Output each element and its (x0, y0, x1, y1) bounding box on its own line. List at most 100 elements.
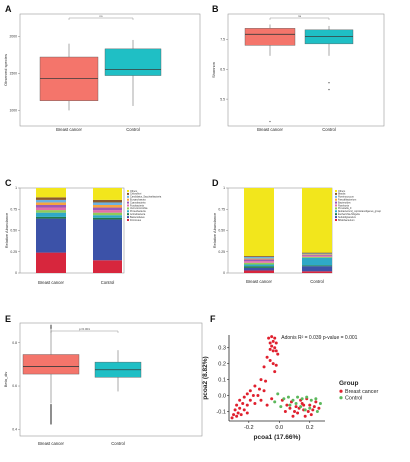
scatter-point (248, 398, 252, 402)
bar-segment (36, 202, 66, 205)
y-tick-label: 0.25 (10, 250, 17, 254)
category-label: Breast cancer (56, 127, 82, 132)
bar-segment (93, 202, 122, 205)
legend-marker (339, 396, 343, 400)
iqr-box (304, 29, 354, 45)
legend-label: Bacteroidetes (130, 216, 145, 219)
legend-swatch (127, 192, 129, 195)
scatter-point (291, 398, 295, 402)
panel-e: E 0.4 0.6 0.8 Beta_div Breast cancer Control p<… (3, 314, 203, 446)
legend-label: Actinobacteria (130, 213, 146, 216)
category-label: Breast cancer (257, 127, 283, 132)
panel-label: B (212, 4, 219, 14)
bar-segment (36, 199, 66, 203)
scatter-point (308, 406, 312, 410)
scatter-point (239, 413, 243, 417)
scatter-point (262, 389, 266, 393)
legend-swatch (127, 190, 129, 192)
scatter-point (248, 389, 252, 393)
y-tick-label: 1500 (9, 72, 17, 76)
legend-label: Bifidobacterium (338, 219, 354, 222)
legend-label: Blautia (338, 193, 346, 196)
legend-swatch (127, 195, 129, 198)
legend-swatch (127, 204, 129, 207)
outlier-point (50, 327, 52, 329)
bar-segment (302, 256, 332, 258)
y-tick-label: 0.1 (218, 378, 226, 384)
legend-label: Others (130, 190, 138, 193)
panel-label: F (210, 314, 216, 324)
scatter-point (273, 400, 277, 404)
legend-swatch (335, 201, 337, 204)
bar-segment (302, 255, 332, 256)
bar-segment (244, 258, 274, 260)
scatter-point (312, 405, 316, 409)
adonis-annotation: Adonis R² = 0.039 p-value = 0.001 (281, 335, 357, 341)
scatter-point (296, 411, 300, 415)
legend: OthersBlautiaRuminococcusFaecalibacteriu… (335, 190, 382, 222)
y-tick-label: 5.5 (220, 97, 225, 101)
y-tick-label: -0.1 (216, 409, 226, 415)
bar-segment (93, 215, 122, 218)
scatter-point (279, 405, 283, 409)
scatter-point (242, 395, 246, 399)
scatter-point (271, 349, 275, 353)
y-axis-label: Relative Abundance (4, 212, 9, 248)
scatter-point (271, 339, 275, 343)
scatter-point (242, 408, 246, 412)
panel-b: B 5.5 6.5 7.5 Shannon Breast cancer Control ns (211, 4, 385, 132)
y-tick-label: 0.8 (12, 341, 17, 345)
legend-swatch (335, 198, 337, 201)
iqr-box (104, 48, 162, 76)
scatter-point (253, 401, 257, 405)
box-control: Control (104, 39, 162, 132)
significance-label: p<0.001 (79, 327, 90, 331)
legend-marker (339, 389, 343, 393)
category-label: Breast cancer (38, 441, 64, 446)
y-axis-label: pcoa2 (8.82%) (202, 356, 209, 399)
legend-label: Firmicutes (130, 219, 142, 222)
legend-swatch (127, 210, 129, 213)
iqr-box (22, 354, 80, 375)
significance-label: ns (99, 14, 103, 18)
y-tick-label: 0.50 (10, 229, 17, 233)
bar-segment (93, 207, 122, 211)
legend-label: Control (345, 396, 362, 402)
scatter-point (274, 341, 278, 345)
scatter-point (318, 401, 322, 405)
legend-label: Bacteroides (338, 201, 351, 204)
legend-swatch (335, 204, 337, 207)
scatter-point (314, 400, 318, 404)
y-tick-label: 0 (15, 271, 17, 275)
legend-swatch (127, 219, 129, 221)
significance-bracket (50, 330, 119, 333)
bar-segment (93, 199, 122, 203)
legend-label: Ruminococcus (338, 196, 354, 199)
category-label: Breast cancer (38, 280, 64, 285)
bar-segment (36, 197, 66, 200)
scatter-point (265, 403, 269, 407)
category-label: Breast cancer (246, 279, 272, 284)
scatter-point (288, 406, 292, 410)
legend-label: Faecalibacterium (338, 199, 356, 202)
bar-control: Control (93, 188, 122, 285)
significance-bracket (269, 17, 330, 20)
legend-label: Proteobacteria (130, 210, 146, 213)
scatter-point (238, 398, 242, 402)
bar-breast-cancer: Breast cancer (244, 188, 274, 284)
bar-segment (302, 257, 332, 266)
bar-breast-cancer: Breast cancer (36, 188, 66, 285)
legend-swatch (335, 195, 337, 198)
scatter-point (270, 335, 274, 339)
panel-label: A (5, 4, 12, 14)
y-axis-label: Shannon (211, 62, 216, 78)
bar-segment (244, 256, 274, 257)
bar-segment (302, 254, 332, 256)
scatter-point (257, 387, 261, 391)
y-tick-label: 1000 (9, 109, 17, 113)
legend-title: Group (339, 380, 359, 387)
y-axis-label: Observed species (3, 54, 8, 86)
bar-segment (36, 210, 66, 213)
scatter-point (294, 401, 298, 405)
scatter-point (283, 409, 287, 413)
